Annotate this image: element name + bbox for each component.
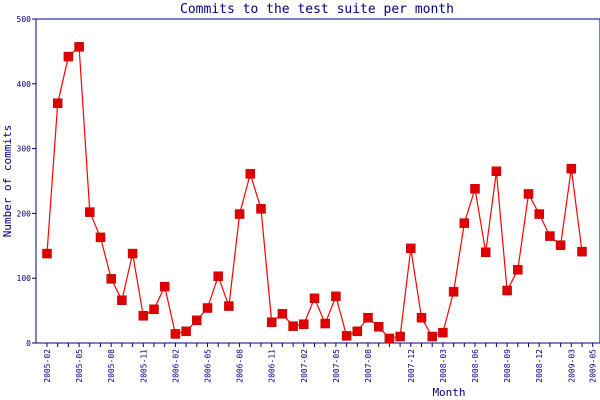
data-point	[52, 98, 63, 108]
x-tick-label: 2006-02	[171, 349, 180, 383]
data-point	[245, 169, 256, 179]
data-point	[42, 248, 52, 259]
y-tick-label: 500	[17, 15, 32, 24]
data-point	[159, 281, 170, 292]
data-point	[480, 247, 491, 258]
data-point	[106, 274, 116, 284]
data-point	[192, 315, 202, 326]
data-point	[288, 321, 298, 331]
x-axis-label: Month	[432, 386, 465, 399]
data-point	[277, 309, 288, 319]
data-point	[384, 333, 395, 344]
x-tick-label: 2008-03	[439, 349, 448, 383]
data-point	[74, 42, 84, 52]
x-tick-label: 2009-03	[567, 349, 576, 383]
data-point	[320, 318, 330, 329]
x-tick-label: 2008-06	[471, 349, 480, 383]
data-point	[513, 265, 523, 275]
series-markers	[42, 42, 587, 344]
data-point	[566, 163, 577, 174]
data-point	[309, 293, 320, 304]
plot-frame	[35, 18, 600, 344]
data-point	[363, 312, 373, 323]
data-point	[202, 303, 213, 313]
x-tick-label: 2008-09	[503, 349, 512, 383]
x-tick-label: 2005-05	[75, 349, 84, 383]
y-tick-label: 100	[17, 274, 32, 283]
data-point	[427, 331, 437, 342]
x-tick-label: 2005-11	[139, 349, 148, 383]
y-tick-label: 0	[26, 339, 31, 348]
data-point	[438, 327, 448, 338]
data-point	[523, 189, 534, 199]
data-point	[545, 231, 555, 241]
x-tick-label: 2006-11	[268, 349, 277, 383]
data-point	[234, 209, 245, 219]
data-point	[470, 184, 480, 194]
y-tick-label: 200	[17, 209, 32, 218]
data-point	[416, 312, 427, 323]
data-point	[181, 326, 191, 337]
data-point	[63, 51, 74, 62]
data-point	[299, 319, 309, 329]
data-point	[331, 291, 341, 302]
data-point	[149, 304, 159, 315]
data-point	[266, 317, 277, 328]
data-point	[213, 271, 223, 282]
data-point	[555, 240, 566, 250]
data-point	[502, 285, 512, 296]
data-point	[373, 322, 384, 332]
data-point	[95, 232, 106, 243]
x-tick-label: 2006-08	[236, 349, 245, 383]
y-axis: 0 100 200 300 400 500	[17, 15, 36, 348]
y-tick-label: 300	[17, 145, 32, 154]
x-tick-label: 2005-02	[43, 349, 52, 383]
x-tick-label: 2007-02	[300, 349, 309, 383]
x-tick-label: 2007-12	[407, 349, 416, 383]
data-point	[117, 295, 127, 305]
data-point	[395, 331, 405, 342]
x-tick-label: 2007-08	[364, 349, 373, 383]
x-tick-label: 2007-05	[332, 349, 341, 383]
x-axis: 2005-02 2005-05 2005-08 2005-11 2006-02 2006-…	[43, 343, 598, 383]
data-point	[127, 248, 138, 259]
data-point	[577, 246, 587, 257]
data-point	[534, 209, 544, 219]
x-tick-label: 2008-12	[535, 349, 544, 383]
data-point	[491, 166, 502, 177]
y-axis-label: Number of commits	[1, 125, 14, 238]
data-point	[341, 331, 352, 341]
data-point	[406, 243, 416, 254]
data-point	[224, 301, 234, 311]
data-point	[256, 204, 266, 214]
data-point	[170, 329, 181, 339]
y-tick-label: 400	[17, 80, 32, 89]
chart-title: Commits to the test suite per month	[180, 2, 454, 17]
data-point	[459, 218, 470, 228]
data-point	[352, 326, 363, 337]
data-point	[448, 287, 459, 297]
data-point	[85, 207, 95, 217]
x-tick-label: 2005-08	[107, 349, 116, 383]
x-tick-label: 2009-05	[589, 349, 598, 383]
x-tick-label: 2006-05	[204, 349, 213, 383]
data-point	[138, 311, 149, 321]
